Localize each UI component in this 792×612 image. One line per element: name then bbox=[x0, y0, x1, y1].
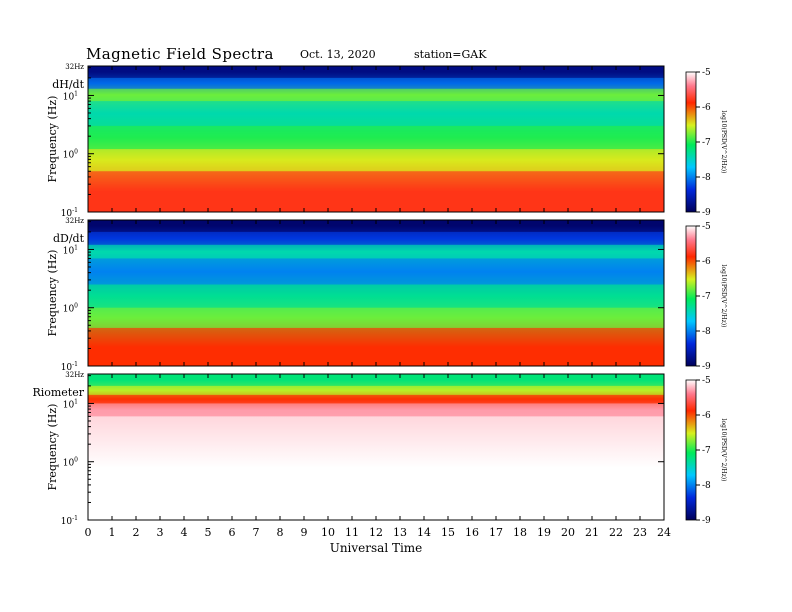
colorbar-tick-label: -6 bbox=[702, 257, 711, 267]
y-tick-label: 100 bbox=[63, 457, 78, 469]
y-axis-label: Frequency (Hz) bbox=[46, 96, 59, 183]
x-axis-label: Universal Time bbox=[330, 541, 423, 555]
x-tick-label: 0 bbox=[85, 526, 92, 539]
colorbar-label: log10(PSD(V^2/Hz)) bbox=[720, 265, 727, 328]
band-1-6 bbox=[88, 149, 664, 172]
band-2-3 bbox=[88, 244, 664, 259]
band-3-5 bbox=[88, 416, 664, 520]
x-tick-label: 20 bbox=[561, 526, 575, 539]
colorbar-tick-label: -8 bbox=[702, 173, 711, 183]
band-2-1 bbox=[88, 220, 664, 232]
band-2-6 bbox=[88, 307, 664, 328]
x-tick-label: 16 bbox=[465, 526, 479, 539]
colorbar-label: log10(PSD(V^2/Hz)) bbox=[720, 111, 727, 174]
band-3-2 bbox=[88, 385, 664, 395]
y-tick-label: 101 bbox=[63, 398, 78, 410]
x-tick-label: 9 bbox=[301, 526, 308, 539]
colorbar-2: -5 -6 -7 -8 -9 log10(PSD(V^2/Hz)) bbox=[685, 222, 727, 372]
y-axis-label: Frequency (Hz) bbox=[46, 250, 59, 337]
top-frequency-label: 32Hz bbox=[65, 63, 84, 71]
x-tick-label: 19 bbox=[537, 526, 551, 539]
band-1-7 bbox=[88, 171, 664, 212]
colorbar-tick-label: -7 bbox=[702, 446, 711, 456]
date-label: Oct. 13, 2020 bbox=[300, 48, 376, 61]
colorbar-tick-label: -6 bbox=[702, 411, 711, 421]
y-tick-label: 101 bbox=[63, 90, 78, 102]
x-tick-label: 14 bbox=[417, 526, 431, 539]
x-tick-label: 21 bbox=[585, 526, 599, 539]
x-tick-label: 11 bbox=[345, 526, 359, 539]
colorbar-tick-label: -6 bbox=[702, 103, 711, 113]
colorbar-tick-label: -5 bbox=[702, 68, 711, 78]
x-tick-label: 2 bbox=[133, 526, 140, 539]
x-tick-label: 13 bbox=[393, 526, 407, 539]
x-tick-label: 18 bbox=[513, 526, 527, 539]
band-2-5 bbox=[88, 284, 664, 308]
x-tick-label: 15 bbox=[441, 526, 455, 539]
x-tick-label: 5 bbox=[205, 526, 212, 539]
colorbar-tick-label: -8 bbox=[702, 327, 711, 337]
band-2-2 bbox=[88, 231, 664, 245]
panel-label: Riometer bbox=[32, 386, 84, 399]
y-tick-label: 100 bbox=[63, 149, 78, 161]
band-1-1 bbox=[88, 66, 664, 78]
band-1-3 bbox=[88, 88, 664, 102]
x-tick-label: 8 bbox=[277, 526, 284, 539]
colorbar-3: -5 -6 -7 -8 -9 log10(PSD(V^2/Hz)) bbox=[685, 376, 727, 526]
x-tick-label: 24 bbox=[657, 526, 671, 539]
x-tick-label: 10 bbox=[321, 526, 335, 539]
x-tick-label: 17 bbox=[489, 526, 503, 539]
band-1-4 bbox=[88, 101, 664, 126]
y-tick-label: 100 bbox=[63, 303, 78, 315]
colorbar-1: -5 -6 -7 -8 -9 log10(PSD(V^2/Hz)) bbox=[685, 68, 727, 218]
band-1-5 bbox=[88, 125, 664, 150]
x-tick-label: 4 bbox=[181, 526, 188, 539]
band-3-4 bbox=[88, 403, 664, 417]
station-label: station=GAK bbox=[414, 48, 487, 61]
band-3-3 bbox=[88, 394, 664, 404]
colorbar-scale bbox=[685, 379, 697, 521]
band-1-2 bbox=[88, 77, 664, 89]
x-tick-label: 23 bbox=[633, 526, 647, 539]
top-frequency-label: 32Hz bbox=[65, 371, 84, 379]
band-3-1 bbox=[88, 374, 664, 386]
y-tick-label: 101 bbox=[63, 244, 78, 256]
x-tick-label: 6 bbox=[229, 526, 236, 539]
top-frequency-label: 32Hz bbox=[65, 217, 84, 225]
colorbar-scale bbox=[685, 225, 697, 367]
panel-3: Riometer 32Hz 10-1 100 101 Frequency (Hz) bbox=[32, 371, 665, 527]
colorbar-scale bbox=[685, 71, 697, 213]
band-2-7 bbox=[88, 327, 664, 366]
colorbar-tick-label: -9 bbox=[702, 516, 711, 526]
x-tick-label: 1 bbox=[109, 526, 116, 539]
y-tick-label: 10-1 bbox=[61, 515, 78, 527]
x-tick-label: 22 bbox=[609, 526, 623, 539]
panel-label: dD/dt bbox=[53, 232, 85, 245]
colorbar-tick-label: -7 bbox=[702, 138, 711, 148]
colorbar-tick-label: -9 bbox=[702, 208, 711, 218]
colorbar-tick-label: -9 bbox=[702, 362, 711, 372]
band-2-4 bbox=[88, 258, 664, 285]
x-tick-label: 3 bbox=[157, 526, 164, 539]
colorbar-label: log10(PSD(V^2/Hz)) bbox=[720, 419, 727, 482]
chart-title: Magnetic Field Spectra bbox=[86, 45, 274, 63]
colorbar-tick-label: -5 bbox=[702, 222, 711, 232]
y-axis-label: Frequency (Hz) bbox=[46, 404, 59, 491]
panel-label: dH/dt bbox=[52, 78, 84, 91]
x-tick-label: 7 bbox=[253, 526, 260, 539]
x-tick-label: 12 bbox=[369, 526, 383, 539]
colorbar-tick-label: -5 bbox=[702, 376, 711, 386]
colorbar-tick-label: -8 bbox=[702, 481, 711, 491]
colorbar-tick-label: -7 bbox=[702, 292, 711, 302]
